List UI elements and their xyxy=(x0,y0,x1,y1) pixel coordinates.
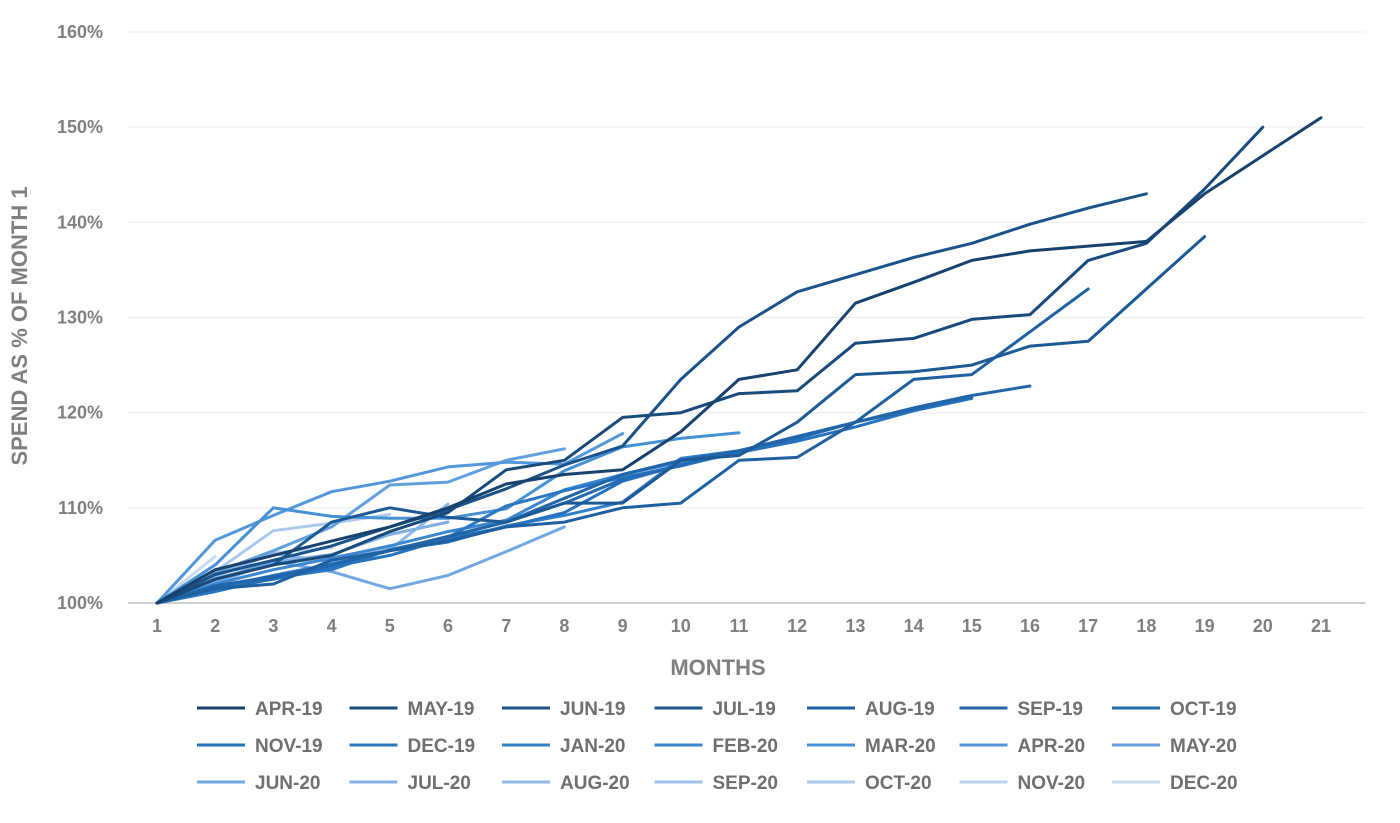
y-axis-title: SPEND AS % OF MONTH 1 xyxy=(7,186,32,465)
x-tick-label: 4 xyxy=(327,616,337,636)
x-tick-label: 21 xyxy=(1311,616,1331,636)
legend-item: JUL-20 xyxy=(349,773,471,794)
x-tick-label: 20 xyxy=(1253,616,1273,636)
x-tick-label: 6 xyxy=(443,616,453,636)
x-tick-label: 1 xyxy=(152,616,162,636)
legend-item: MAY-19 xyxy=(349,699,475,720)
legend-label: DEC-19 xyxy=(408,736,476,757)
y-tick-label: 100% xyxy=(57,593,103,613)
y-tick-label: 150% xyxy=(57,117,103,137)
x-tick-label: 10 xyxy=(671,616,691,636)
x-tick-label: 14 xyxy=(904,616,924,636)
y-tick-label: 110% xyxy=(58,498,103,518)
legend-item: NOV-19 xyxy=(197,736,323,757)
legend-item: MAR-20 xyxy=(807,736,936,757)
y-tick-label: 140% xyxy=(57,212,103,232)
x-tick-label: 19 xyxy=(1195,616,1215,636)
series-line-jul-19 xyxy=(155,235,1207,605)
legend-label: JUL-20 xyxy=(408,773,471,794)
x-tick-label: 18 xyxy=(1136,616,1156,636)
legend-item: APR-20 xyxy=(959,736,1086,757)
x-tick-label: 12 xyxy=(787,616,807,636)
x-tick-label: 9 xyxy=(618,616,628,636)
series-line-aug-19 xyxy=(155,287,1090,605)
series-line-jun-19 xyxy=(155,192,1148,605)
legend-item: SEP-20 xyxy=(654,773,778,794)
x-axis-ticks: 1 2 3 4 5 6 7 8 9 10 11 12 13 14 15 16 17 18 19 20 21 xyxy=(152,616,1331,636)
legend-label: NOV-19 xyxy=(255,736,323,757)
legend-label: OCT-19 xyxy=(1170,699,1237,720)
legend-item: JUN-19 xyxy=(502,699,625,720)
legend-label: AUG-19 xyxy=(865,699,935,720)
x-tick-label: 15 xyxy=(962,616,982,636)
y-axis-ticks: 100% 110% 120% 130% 140% 150% 160% xyxy=(57,22,103,613)
legend-label: JUN-20 xyxy=(255,773,320,794)
legend-item: DEC-20 xyxy=(1112,773,1238,794)
y-tick-label: 130% xyxy=(57,308,103,328)
legend-label: JUN-19 xyxy=(560,699,625,720)
legend-item: JUL-19 xyxy=(654,699,776,720)
gridlines xyxy=(128,31,1365,509)
legend-label: MAR-20 xyxy=(865,736,936,757)
legend-item: JAN-20 xyxy=(502,736,625,757)
legend-item: SEP-19 xyxy=(959,699,1083,720)
legend-item: DEC-19 xyxy=(349,736,476,757)
legend-item: AUG-19 xyxy=(807,699,935,720)
x-tick-label: 5 xyxy=(385,616,395,636)
legend-label: MAY-20 xyxy=(1170,736,1237,757)
legend-label: JAN-20 xyxy=(560,736,625,757)
x-tick-label: 16 xyxy=(1020,616,1040,636)
legend-label: SEP-20 xyxy=(713,773,778,794)
legend-item: NOV-20 xyxy=(959,773,1086,794)
legend-label: DEC-20 xyxy=(1170,773,1238,794)
series-line-nov-19 xyxy=(155,396,974,605)
x-tick-label: 11 xyxy=(729,616,748,636)
y-tick-label: 160% xyxy=(57,22,103,42)
legend: APR-19 MAY-19 JUN-19 JUL-19 AUG-19 SEP-19 OCT-… xyxy=(197,699,1238,794)
x-tick-label: 2 xyxy=(210,616,220,636)
legend-item: MAY-20 xyxy=(1112,736,1237,757)
x-tick-label: 3 xyxy=(268,616,278,636)
legend-item: OCT-20 xyxy=(807,773,932,794)
x-tick-label: 7 xyxy=(501,616,511,636)
series-line-may-19 xyxy=(155,125,1265,605)
legend-label: OCT-20 xyxy=(865,773,932,794)
series-line-sep-19 xyxy=(155,384,1032,605)
legend-item: FEB-20 xyxy=(654,736,778,757)
series-line-apr-19 xyxy=(155,116,1323,605)
x-tick-label: 13 xyxy=(845,616,865,636)
legend-label: APR-20 xyxy=(1018,736,1086,757)
x-axis-title: MONTHS xyxy=(670,655,765,680)
legend-label: JUL-19 xyxy=(713,699,776,720)
legend-label: SEP-19 xyxy=(1018,699,1083,720)
legend-item: AUG-20 xyxy=(502,773,630,794)
legend-item: JUN-20 xyxy=(197,773,320,794)
x-tick-label: 17 xyxy=(1078,616,1098,636)
legend-label: AUG-20 xyxy=(560,773,630,794)
legend-label: FEB-20 xyxy=(713,736,778,757)
x-tick-label: 8 xyxy=(559,616,569,636)
y-tick-label: 120% xyxy=(57,403,103,423)
series-lines xyxy=(155,116,1323,605)
legend-label: MAY-19 xyxy=(408,699,475,720)
legend-item: APR-19 xyxy=(197,699,323,720)
legend-label: APR-19 xyxy=(255,699,323,720)
legend-label: NOV-20 xyxy=(1018,773,1086,794)
legend-item: OCT-19 xyxy=(1112,699,1237,720)
